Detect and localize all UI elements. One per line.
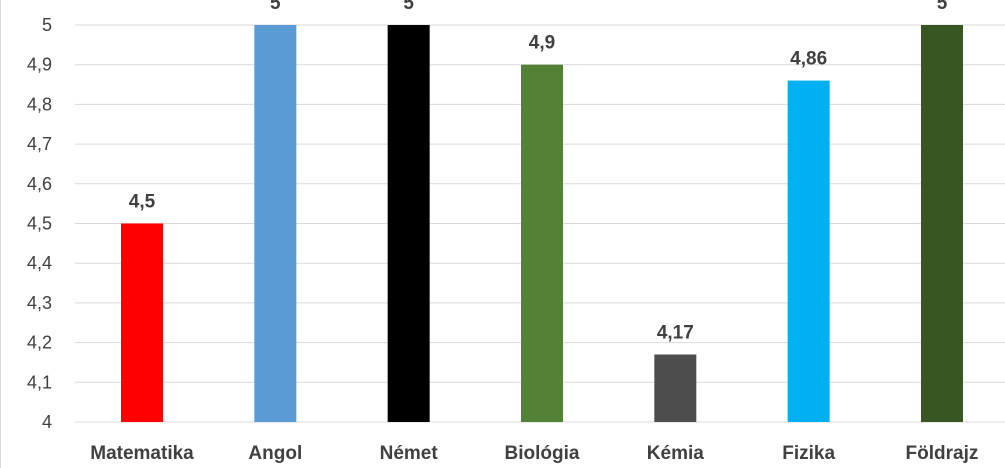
y-tick-label: 4 <box>42 412 52 432</box>
x-tick-label: Fizika <box>782 443 835 464</box>
y-tick-label: 4,8 <box>27 94 52 114</box>
data-label: 4,9 <box>529 33 555 54</box>
y-tick-label: 4,1 <box>27 372 52 392</box>
y-tick-label: 4,3 <box>27 293 52 313</box>
bar-kémia <box>654 354 697 422</box>
y-tick-label: 4,5 <box>27 214 52 234</box>
x-tick-label: Kémia <box>647 443 704 464</box>
chart-frame-left-edge <box>0 0 1 468</box>
data-label: 4,86 <box>790 49 827 70</box>
data-label: 5 <box>270 0 281 14</box>
x-axis-category-labels: Matematika Angol Német Biológia Kémia Fizika F… <box>90 443 978 464</box>
bar-angol <box>254 25 297 422</box>
bar-földrajz <box>920 25 963 422</box>
bar-biológia <box>520 64 563 422</box>
y-tick-label: 4,2 <box>27 333 52 353</box>
x-tick-label: Földrajz <box>906 443 979 464</box>
x-tick-label: Angol <box>248 443 302 464</box>
data-label: 5 <box>937 0 948 14</box>
bar-fizika <box>787 80 830 422</box>
y-tick-label: 4,9 <box>27 55 52 75</box>
y-tick-label: 4,6 <box>27 174 52 194</box>
y-tick-label: 4,7 <box>27 134 52 154</box>
bar-német <box>387 25 430 422</box>
bars <box>121 25 963 422</box>
x-tick-label: Matematika <box>90 443 194 464</box>
x-tick-label: Biológia <box>505 443 580 464</box>
data-labels: 4,5 5 5 4,9 4,17 4,86 5 <box>129 0 948 344</box>
data-label: 5 <box>403 0 414 14</box>
bar-matematika <box>121 223 163 422</box>
y-tick-label: 4,4 <box>27 253 52 273</box>
x-tick-label: Német <box>380 443 439 464</box>
data-label: 4,5 <box>129 192 156 213</box>
y-axis-tick-labels: 4 4,1 4,2 4,3 4,4 4,5 4,6 4,7 4,8 4,9 5 <box>27 15 52 432</box>
y-tick-label: 5 <box>42 15 52 35</box>
data-label: 4,17 <box>657 323 694 344</box>
